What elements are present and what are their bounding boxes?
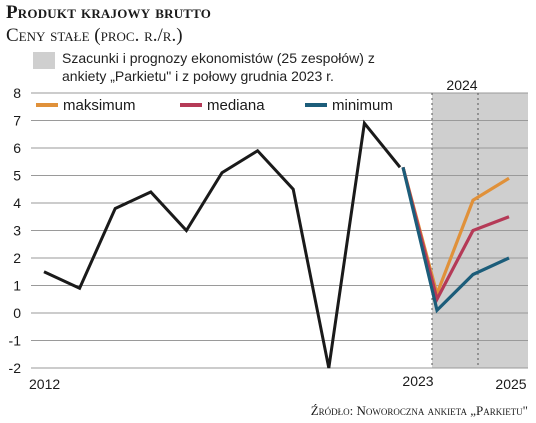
chart-subtitle: Ceny stałe (proc. r./r.) xyxy=(6,25,183,46)
y-tick-label: 6 xyxy=(13,140,21,156)
chart-title: Produkt krajowy brutto xyxy=(6,2,212,23)
y-tick-label: 5 xyxy=(13,168,21,184)
forecast-note: Szacunki i prognozy ekonomistów (25 zesp… xyxy=(62,50,375,84)
y-tick-label: 1 xyxy=(13,278,21,294)
x-label-2025: 2025 xyxy=(495,376,526,392)
forecast-shade-swatch xyxy=(33,52,55,69)
y-tick-label: 2 xyxy=(13,250,21,266)
source-note: Źródło: Noworoczna ankieta „Parkietu" xyxy=(310,403,528,418)
x-label-2023: 2023 xyxy=(402,373,433,389)
y-tick-label: -1 xyxy=(9,333,22,349)
y-tick-label: 8 xyxy=(13,85,21,101)
gdp-line-chart: 8 7 6 5 4 3 2 1 0 -1 -2 2024 2012 2023 2025 maksimum med… xyxy=(9,77,528,392)
legend-label-maksimum: maksimum xyxy=(63,97,136,114)
x-label-2012: 2012 xyxy=(29,376,60,392)
legend-label-minimum: minimum xyxy=(332,97,393,114)
history-line xyxy=(43,119,402,369)
series-line-minimum xyxy=(401,166,510,314)
y-tick-label: 4 xyxy=(13,195,21,211)
period-label-2024: 2024 xyxy=(446,77,477,93)
y-tick-label: 0 xyxy=(13,305,21,321)
y-tick-label: 3 xyxy=(13,223,21,239)
y-tick-label: 7 xyxy=(13,113,21,129)
y-tick-label: -2 xyxy=(9,360,22,376)
legend-label-mediana: mediana xyxy=(207,97,265,114)
